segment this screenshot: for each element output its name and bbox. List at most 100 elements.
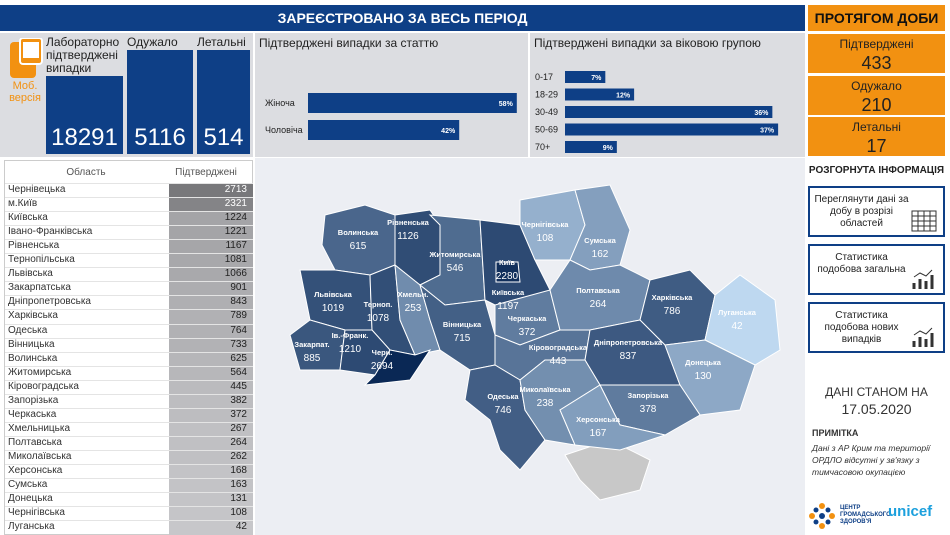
table-row: Донецька 131 [5,492,253,508]
value-cell: 843 [169,296,253,311]
map: Волинська 615 Рівненська 1126 Житомирська 546… [289,184,781,501]
region-label: Терноп. [364,300,393,309]
region-cell: Чернігівська [8,507,65,519]
bar [565,88,635,101]
value-cell: 1167 [169,240,253,255]
daily-value: 433 [861,53,892,73]
region [549,259,651,331]
table-row: Київська 1224 [5,211,253,227]
region-cell: Одеська [8,324,48,336]
category-label: 70+ [535,142,550,152]
region-value: 108 [537,233,554,244]
value-cell: 1221 [169,226,253,241]
region-value: 1019 [322,303,345,314]
region-cell: Дніпропетровська [8,296,91,308]
table-row: Луганська 42 [5,520,253,535]
region [321,204,396,276]
region-value: 546 [447,263,464,274]
region-value: 786 [664,306,681,317]
value-cell: 789 [169,310,253,325]
table-row: Одеська 764 [5,323,253,339]
value-cell: 262 [169,450,253,465]
daily-label: Підтверджені [839,37,914,51]
region-label: Ів.-Франк. [332,331,369,340]
mobile-link[interactable]: Моб. версія [9,80,41,104]
category-label: 18-29 [535,90,558,100]
region [495,261,521,283]
value-cell: 764 [169,324,253,339]
chart-title: Підтверджені випадки за віковою групою [534,36,761,50]
region-cell: Волинська [8,352,58,364]
value-cell: 372 [169,408,253,423]
region-value: 1078 [367,313,390,324]
region-value: 1126 [397,231,419,242]
bar [308,120,460,140]
region-cell: Сумська [8,479,48,491]
value-cell: 625 [169,352,253,367]
table-row: м.Київ 2321 [5,197,253,213]
bar [565,141,617,153]
bar [565,106,773,118]
total-label: Летальні [197,35,246,49]
table-row: Черкаська 372 [5,407,253,423]
region-cell: Львівська [8,268,53,280]
button-label[interactable]: Переглянути дані за добу в розрізі облас… [814,194,909,229]
region-label: Київ [499,258,515,267]
value-cell: 108 [169,507,253,522]
daily-title: ПРОТЯГОМ ДОБИ [814,10,939,26]
table-row: Рівненська 1167 [5,239,253,255]
region-cell: Житомирська [8,366,72,378]
value-cell: 1081 [169,254,253,269]
region-cell: Рівненська [8,240,60,252]
table: Область Підтверджені Чернівецька 2713 м.Київ… [4,160,253,535]
table-row: Сумська 163 [5,478,253,494]
value-cell: 267 [169,422,253,437]
nav-button[interactable]: Переглянути дані за добу в розрізі облас… [808,186,945,237]
region-label: Дніпропетровська [594,338,663,347]
region-cell: Хмельницька [8,422,71,434]
value-label: 9% [603,145,614,152]
sidebar-title: РОЗГОРНУТА ІНФОРМАЦІЯ [808,165,945,176]
value-label: 7% [591,75,602,82]
table-row: Хмельницька 267 [5,421,253,437]
region-label: Миколаївська [519,385,571,394]
region-label: Київська [492,288,525,297]
region-value: 715 [454,333,471,344]
region-value: 372 [519,327,536,338]
region-cell: Івано-Франківська [8,226,93,238]
region-label: Сумська [584,236,616,245]
region-value: 167 [590,428,607,439]
phc-logo-icon [809,503,835,529]
button-label[interactable]: Статистика подобова нових випадків [824,310,899,345]
phc-logo: ЦЕНТР ГРОМАДСЬКОГО ЗДОРОВ'Я [840,505,891,525]
header-cell: Підтверджені [175,166,237,178]
table-row: Дніпропетровська 843 [5,295,253,311]
bar [565,123,779,136]
nav-button[interactable]: Статистика подобова нових випадків [808,302,945,353]
daily-value: 210 [861,94,892,115]
value-label: 42% [441,128,456,135]
region-label: Запорізька [628,391,670,400]
table-row: Миколаївська 262 [5,449,253,465]
region-label: Одеська [487,392,519,401]
nav-button[interactable]: Статистика подобова загальна [808,244,945,295]
region-label: Волинська [338,228,379,237]
unicef-logo: unicef [888,503,933,520]
value-cell: 264 [169,436,253,451]
table-row: Закарпатська 901 [5,281,253,297]
mobile-icon[interactable] [8,38,44,80]
value-cell: 42 [169,521,253,535]
category-label: Чоловіча [265,125,303,135]
region-label: Харківська [652,293,694,302]
total-value: 5116 [127,50,193,154]
region-value: 378 [640,404,657,415]
value-label: 58% [499,101,514,108]
table-row: Житомирська 564 [5,365,253,381]
region [464,364,546,471]
date-label: ДАНІ СТАНОМ НА [825,385,928,399]
region-value: 2694 [371,361,394,372]
region-value: 615 [350,241,367,252]
button-label[interactable]: Статистика подобова загальна [817,252,906,275]
header-cell: Область [66,166,106,178]
